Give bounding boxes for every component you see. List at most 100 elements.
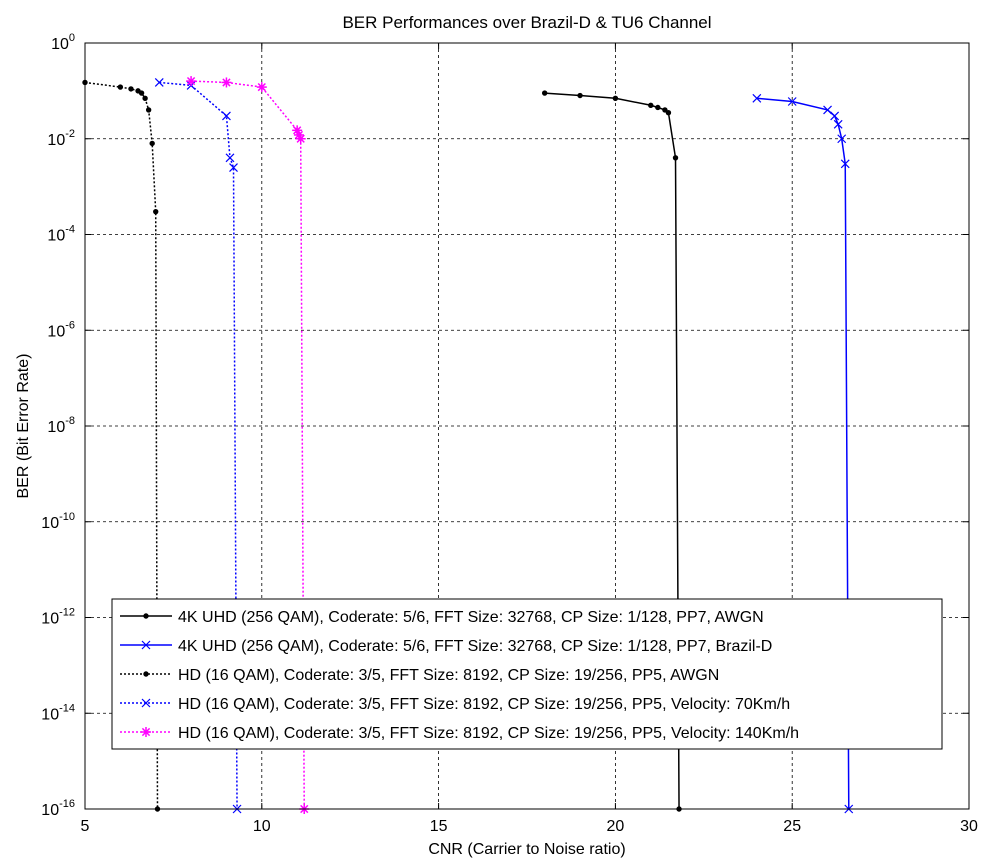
data-point-x xyxy=(830,111,840,121)
data-point-dot xyxy=(541,90,548,96)
legend-box xyxy=(111,598,943,750)
marker-stroke xyxy=(787,97,797,106)
marker-stroke xyxy=(141,727,151,737)
y-tick-label-base: 10 xyxy=(47,419,65,436)
marker-stroke xyxy=(830,111,840,121)
x-tick-label: 10 xyxy=(253,818,271,835)
data-point-dot xyxy=(117,84,124,90)
data-point-x xyxy=(141,640,151,650)
data-point-dot xyxy=(648,102,654,108)
data-point-x xyxy=(141,698,151,708)
y-tick-label-exponent: -4 xyxy=(65,224,75,236)
series-layer xyxy=(82,76,854,814)
y-tick-label-base: 10 xyxy=(47,228,65,245)
marker-stroke xyxy=(296,134,305,143)
data-point-star xyxy=(221,77,232,88)
legend-label: HD (16 QAM), Coderate: 3/5, FFT Size: 81… xyxy=(178,725,799,742)
series-line xyxy=(756,97,850,810)
y-tick-label: 10-2 xyxy=(47,128,75,149)
data-point-dot xyxy=(662,107,668,113)
marker-stroke xyxy=(294,130,304,140)
y-tick-label: 10-16 xyxy=(41,798,75,819)
x-tick-label: 15 xyxy=(430,818,448,835)
legend-entry: HD (16 QAM), Coderate: 3/5, FFT Size: 81… xyxy=(120,667,719,684)
legend-entry: HD (16 QAM), Coderate: 3/5, FFT Size: 81… xyxy=(120,696,790,713)
data-point-dot xyxy=(145,107,152,113)
marker-stroke xyxy=(154,78,164,87)
y-tick-label-exponent: -16 xyxy=(59,798,75,810)
data-point-dot xyxy=(665,110,672,116)
data-point-dot xyxy=(128,86,134,92)
y-tick-label-exponent: -14 xyxy=(59,702,75,714)
marker-stroke xyxy=(141,698,151,708)
y-tick-label-exponent: -10 xyxy=(59,511,75,523)
y-tick-label: 10-12 xyxy=(41,607,75,628)
marker-stroke xyxy=(222,78,231,87)
marker-stroke xyxy=(823,105,832,115)
y-tick-label-exponent: -6 xyxy=(65,319,75,331)
y-tick-label-exponent: 0 xyxy=(69,32,75,44)
data-point-x xyxy=(833,119,843,129)
y-tick-label-base: 10 xyxy=(41,611,59,628)
series-line xyxy=(84,81,159,810)
series-1 xyxy=(541,90,682,812)
y-tick-label-base: 10 xyxy=(51,36,69,53)
data-point-x xyxy=(222,111,231,121)
marker-stroke xyxy=(229,163,238,172)
marker-stroke xyxy=(833,119,843,129)
marker-stroke xyxy=(837,134,847,144)
data-point-star xyxy=(186,76,197,87)
chart-title: BER Performances over Brazil-D & TU6 Cha… xyxy=(342,13,711,32)
y-tick-label: 10-8 xyxy=(47,415,75,436)
marker-stroke xyxy=(293,126,302,135)
data-point-dot xyxy=(672,155,679,161)
x-tick-label: 30 xyxy=(960,818,978,835)
data-point-dot xyxy=(138,90,145,96)
data-point-dot xyxy=(153,208,159,215)
legend-entry: 4K UHD (256 QAM), Coderate: 5/6, FFT Siz… xyxy=(120,609,764,626)
data-point-x xyxy=(823,105,832,115)
legend-label: HD (16 QAM), Coderate: 3/5, FFT Size: 81… xyxy=(178,696,790,713)
marker-stroke xyxy=(186,76,196,86)
data-point-x xyxy=(229,163,238,172)
y-tick-label-base: 10 xyxy=(41,515,59,532)
y-tick-label-base: 10 xyxy=(41,802,59,819)
y-tick-label: 100 xyxy=(51,32,75,53)
y-tick-label-base: 10 xyxy=(47,132,65,149)
legend-label: 4K UHD (256 QAM), Coderate: 5/6, FFT Siz… xyxy=(178,638,772,655)
data-point-x xyxy=(787,97,797,106)
y-tick-label-exponent: -2 xyxy=(65,128,75,140)
y-axis-label: BER (Bit Error Rate) xyxy=(15,354,32,499)
x-tick-label: 25 xyxy=(783,818,801,835)
y-tick-label: 10-4 xyxy=(47,224,75,245)
legend-entry: HD (16 QAM), Coderate: 3/5, FFT Size: 81… xyxy=(120,725,799,742)
marker-stroke xyxy=(141,640,151,650)
x-axis-label: CNR (Carrier to Noise ratio) xyxy=(428,841,625,858)
data-point-dot xyxy=(149,140,155,147)
data-point-x xyxy=(752,93,762,103)
y-tick-label-exponent: -8 xyxy=(65,415,75,427)
data-point-dot xyxy=(142,95,148,101)
y-tick-label: 10-14 xyxy=(41,702,75,723)
data-point-dot xyxy=(577,92,583,99)
marker-stroke xyxy=(257,82,266,92)
data-point-x xyxy=(837,134,847,144)
y-tick-label-base: 10 xyxy=(47,323,65,340)
y-tick-label: 10-6 xyxy=(47,319,75,340)
data-point-star xyxy=(295,133,306,144)
x-tick-label: 5 xyxy=(81,818,90,835)
series-5 xyxy=(186,76,310,814)
marker-stroke xyxy=(222,111,231,121)
data-point-dot xyxy=(655,104,661,111)
marker-stroke xyxy=(752,93,762,103)
y-tick-label: 10-10 xyxy=(41,511,75,532)
x-tick-label: 20 xyxy=(607,818,625,835)
series-line xyxy=(159,81,238,810)
marker-stroke xyxy=(840,159,850,169)
x-axis-ticks: 5 10 15 20 25 30 xyxy=(81,43,978,835)
marker-stroke xyxy=(225,153,235,163)
legend-label: HD (16 QAM), Coderate: 3/5, FFT Size: 81… xyxy=(178,667,719,684)
legend: 4K UHD (256 QAM), Coderate: 5/6, FFT Siz… xyxy=(111,598,943,750)
series-2 xyxy=(752,93,854,814)
